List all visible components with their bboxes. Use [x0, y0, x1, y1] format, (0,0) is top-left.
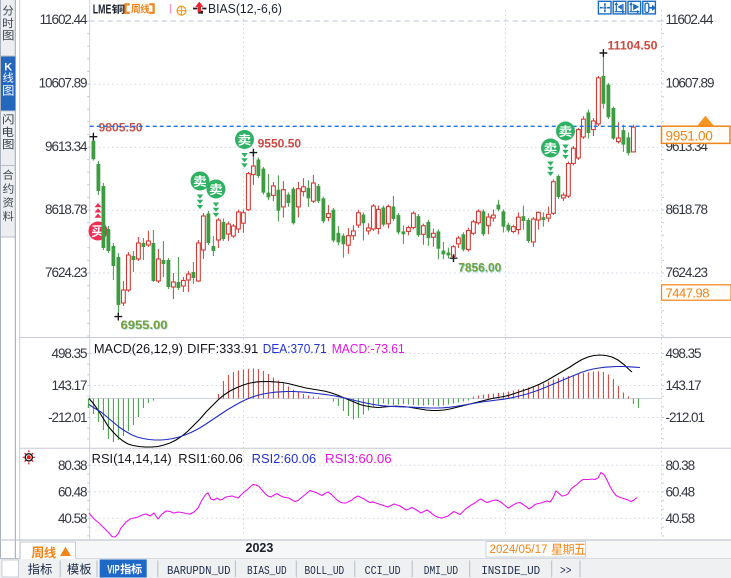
svg-text:8618.78: 8618.78 [666, 202, 708, 217]
svg-text:MACD:-73.61: MACD:-73.61 [332, 342, 405, 356]
svg-text:40.58: 40.58 [58, 511, 87, 526]
svg-text:9805.50: 9805.50 [99, 120, 143, 134]
svg-text:RSI(14,14,14): RSI(14,14,14) [92, 452, 172, 466]
svg-text:INSIDE_UD: INSIDE_UD [481, 564, 540, 578]
svg-text:9613.34: 9613.34 [45, 139, 88, 154]
svg-text:10607.89: 10607.89 [39, 76, 87, 91]
svg-text:LME: LME [93, 2, 112, 16]
svg-text:VIP: VIP [107, 564, 120, 576]
svg-text:DEA:370.71: DEA:370.71 [263, 342, 327, 356]
svg-text:>>: >> [560, 564, 572, 578]
svg-text:BOLL_UD: BOLL_UD [305, 564, 345, 578]
svg-text:DIFF:333.91: DIFF:333.91 [187, 342, 258, 356]
svg-text:498.35: 498.35 [52, 346, 88, 361]
svg-text:6955.00: 6955.00 [121, 318, 168, 332]
svg-text:BARUPDN_UD: BARUPDN_UD [167, 564, 231, 578]
svg-text:9550.50: 9550.50 [258, 139, 302, 151]
svg-text:RSI2:60.06: RSI2:60.06 [252, 452, 317, 466]
svg-text:10607.89: 10607.89 [666, 76, 714, 91]
svg-text:80.38: 80.38 [58, 458, 87, 473]
svg-text:2023: 2023 [246, 541, 274, 555]
svg-text:BIAS_UD: BIAS_UD [247, 564, 287, 578]
svg-text:CCI_UD: CCI_UD [365, 564, 401, 578]
svg-text:498.35: 498.35 [666, 346, 702, 361]
svg-text:-212.01: -212.01 [666, 410, 705, 425]
svg-text:11104.50: 11104.50 [608, 40, 658, 52]
svg-text:9951.00: 9951.00 [666, 128, 714, 143]
svg-text:BIAS(12,-6,6): BIAS(12,-6,6) [208, 2, 282, 16]
svg-text:MACD(26,12,9): MACD(26,12,9) [94, 342, 183, 356]
svg-text:60.48: 60.48 [58, 485, 87, 500]
svg-text:2024/05/17: 2024/05/17 [490, 544, 548, 556]
svg-text:11602.44: 11602.44 [40, 12, 88, 27]
svg-text:7624.23: 7624.23 [666, 265, 708, 280]
svg-text:40.58: 40.58 [666, 511, 695, 526]
svg-text:7624.23: 7624.23 [45, 265, 87, 280]
svg-text:RSI3:60.06: RSI3:60.06 [325, 452, 392, 466]
svg-text:143.17: 143.17 [52, 378, 88, 393]
svg-text:6955.00: 6955.00 [121, 319, 168, 333]
svg-text:K: K [4, 61, 12, 73]
svg-text:143.17: 143.17 [666, 378, 702, 393]
svg-text:7447.98: 7447.98 [666, 285, 710, 300]
svg-text:-212.01: -212.01 [48, 410, 87, 425]
svg-text:80.38: 80.38 [666, 458, 695, 473]
svg-text:DMI_UD: DMI_UD [424, 564, 459, 578]
svg-text:7856.00: 7856.00 [458, 261, 501, 275]
svg-text:8618.78: 8618.78 [45, 202, 87, 217]
svg-text:7856.00: 7856.00 [459, 261, 502, 275]
svg-text:60.48: 60.48 [666, 485, 695, 500]
svg-text:RSI1:60.06: RSI1:60.06 [178, 452, 243, 466]
svg-text:11602.44: 11602.44 [666, 12, 714, 27]
